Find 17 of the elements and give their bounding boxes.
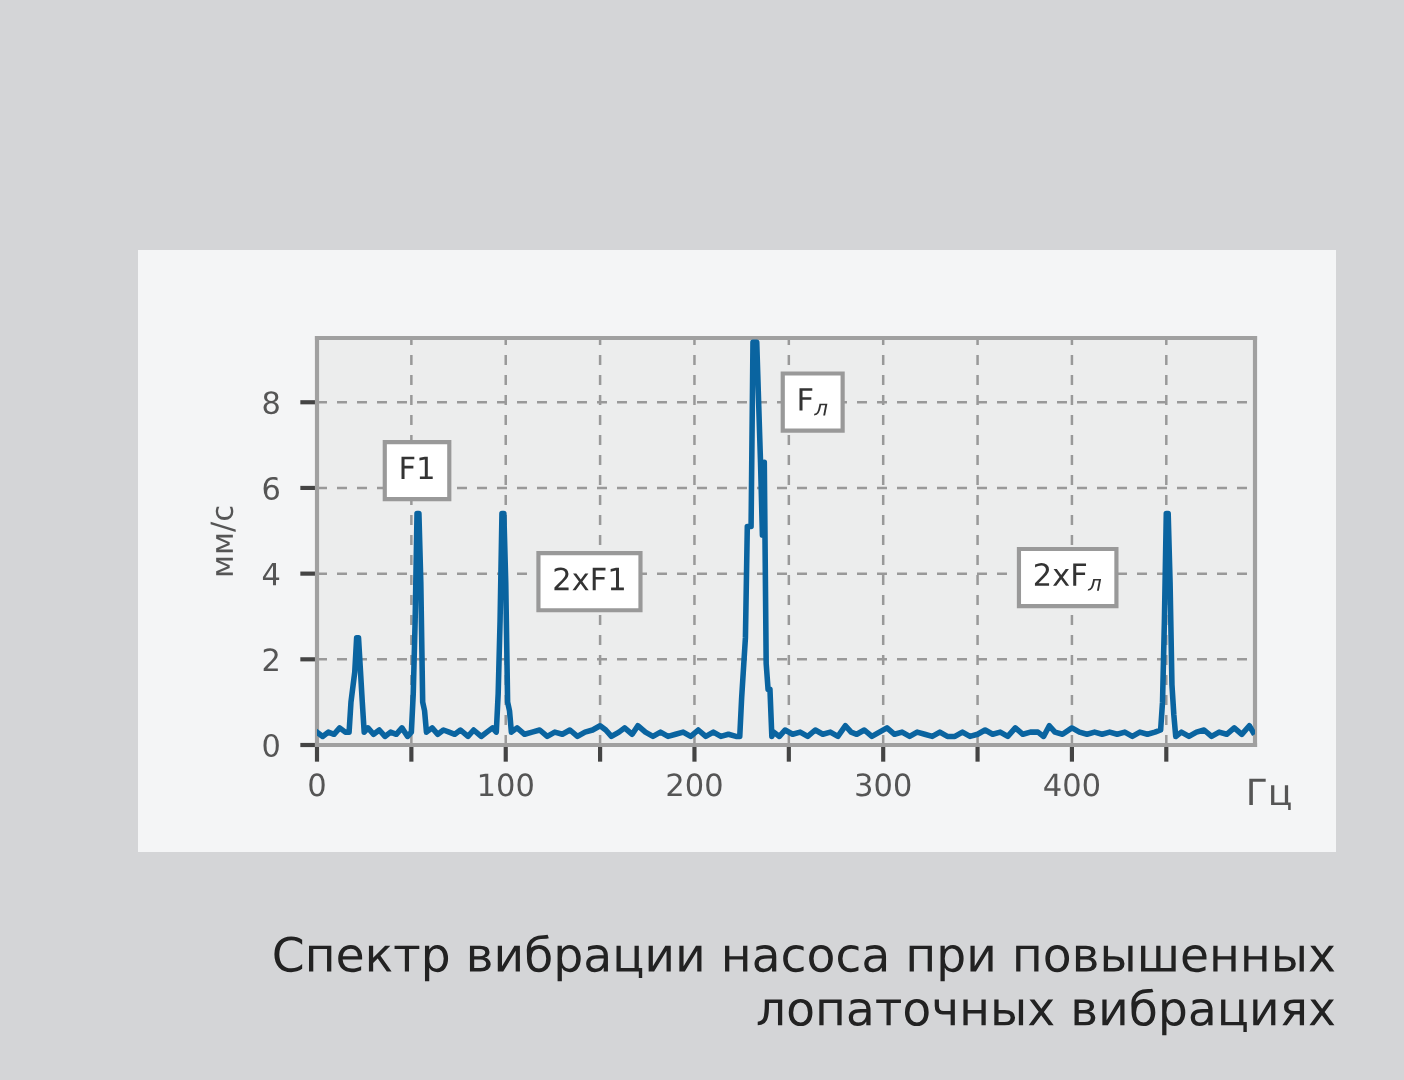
y-axis-title: мм/с <box>210 506 236 576</box>
text: Спектр вибрации насоса при повышенных лопаточных вибрациях <box>274 934 1335 1036</box>
x-axis-title: Гц <box>1249 778 1291 810</box>
y-tick-label: 4 <box>262 562 280 586</box>
x-tick-label: 200 <box>667 773 722 797</box>
x-tick-label: 0 <box>309 773 325 797</box>
y-tick-label: 2 <box>263 648 278 671</box>
x-tick-label: 300 <box>856 773 911 797</box>
y-tick-label: 6 <box>263 476 279 500</box>
x-tick-label: 100 <box>479 773 533 797</box>
x-tick-label: 400 <box>1044 773 1100 797</box>
y-tick-label: 0 <box>263 733 279 758</box>
y-tick-label: 8 <box>263 391 279 415</box>
annotation: 2xF1 <box>554 567 624 591</box>
annotation: F1 <box>401 456 433 480</box>
annotation: 2xF$_{л}$ <box>1034 563 1102 591</box>
annotation: F$_{л}$ <box>799 388 828 416</box>
